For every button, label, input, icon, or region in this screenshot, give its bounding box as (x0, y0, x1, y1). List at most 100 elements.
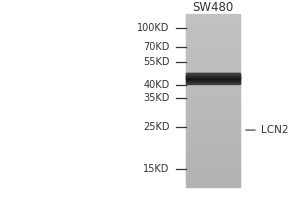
Bar (186, 161, 240, 162)
Bar (186, 73, 240, 74)
Bar (186, 48, 240, 49)
Bar (186, 56, 240, 57)
Bar (186, 161, 240, 162)
Bar (186, 167, 240, 168)
Bar (186, 77, 240, 78)
Bar (186, 98, 240, 99)
Bar (186, 91, 240, 92)
Bar (186, 174, 240, 175)
Bar (186, 61, 240, 62)
Bar (186, 186, 240, 187)
Bar (186, 108, 240, 109)
Bar (186, 87, 240, 88)
Bar (186, 140, 240, 141)
Bar (186, 98, 240, 99)
Bar (186, 147, 240, 148)
Bar (186, 84, 240, 85)
Bar (186, 158, 240, 159)
Bar (186, 33, 240, 34)
Bar (186, 54, 240, 56)
Bar (186, 154, 240, 155)
Bar (186, 28, 240, 29)
Bar (186, 17, 240, 18)
Bar (186, 137, 240, 138)
Bar (186, 86, 240, 87)
Bar (186, 119, 240, 120)
Bar (186, 71, 240, 72)
Bar (186, 115, 240, 116)
Bar (186, 136, 240, 137)
Bar (186, 78, 240, 79)
Bar (186, 72, 240, 73)
Bar (186, 113, 240, 114)
Bar (186, 116, 240, 117)
Bar (186, 63, 240, 64)
Bar (186, 76, 240, 77)
Bar (186, 134, 240, 135)
Bar (186, 104, 240, 106)
Bar (186, 180, 240, 181)
Bar (186, 41, 240, 42)
Bar (186, 95, 240, 96)
Bar (186, 14, 240, 15)
Bar (186, 24, 240, 25)
Bar (186, 67, 240, 68)
Bar (186, 110, 240, 111)
Bar (186, 162, 240, 163)
Bar (186, 184, 240, 185)
Bar (186, 136, 240, 137)
Bar (186, 27, 240, 28)
Bar (186, 75, 240, 76)
Bar (186, 101, 240, 102)
Bar (186, 171, 240, 172)
Bar (186, 149, 240, 150)
Bar (186, 30, 240, 31)
Text: LCN2: LCN2 (261, 125, 289, 135)
Bar (186, 173, 240, 174)
Bar (186, 20, 240, 21)
Bar (186, 35, 240, 37)
Bar (186, 111, 240, 112)
Bar (186, 45, 240, 46)
Bar (186, 43, 240, 44)
Bar (186, 66, 240, 67)
Bar (186, 93, 240, 94)
Bar (186, 152, 240, 153)
Bar (186, 16, 240, 17)
Bar (186, 22, 240, 23)
Bar (186, 77, 240, 78)
Bar (186, 15, 240, 16)
Bar (186, 121, 240, 122)
Bar (186, 102, 240, 103)
Bar (186, 129, 240, 131)
Bar (186, 89, 240, 90)
Bar (186, 131, 240, 132)
Bar (186, 169, 240, 170)
Bar (186, 138, 240, 139)
Bar (186, 114, 240, 115)
Bar (186, 52, 240, 53)
Bar (186, 160, 240, 161)
Bar (186, 61, 240, 62)
Bar (186, 23, 240, 24)
Bar (186, 32, 240, 33)
Bar (186, 120, 240, 121)
Bar (186, 82, 240, 83)
Bar (186, 154, 240, 156)
Text: 70KD: 70KD (143, 42, 170, 52)
Bar (186, 139, 240, 140)
Bar (186, 166, 240, 167)
Text: 15KD: 15KD (143, 164, 170, 174)
Bar (186, 122, 240, 123)
Bar (186, 111, 240, 112)
Bar (186, 42, 240, 43)
Bar (186, 25, 240, 26)
Bar (186, 44, 240, 45)
Bar (186, 123, 240, 125)
Bar (186, 83, 240, 84)
Bar (186, 80, 240, 81)
Bar (186, 172, 240, 173)
Bar (186, 96, 240, 97)
Bar (186, 80, 240, 81)
Bar (186, 143, 240, 144)
